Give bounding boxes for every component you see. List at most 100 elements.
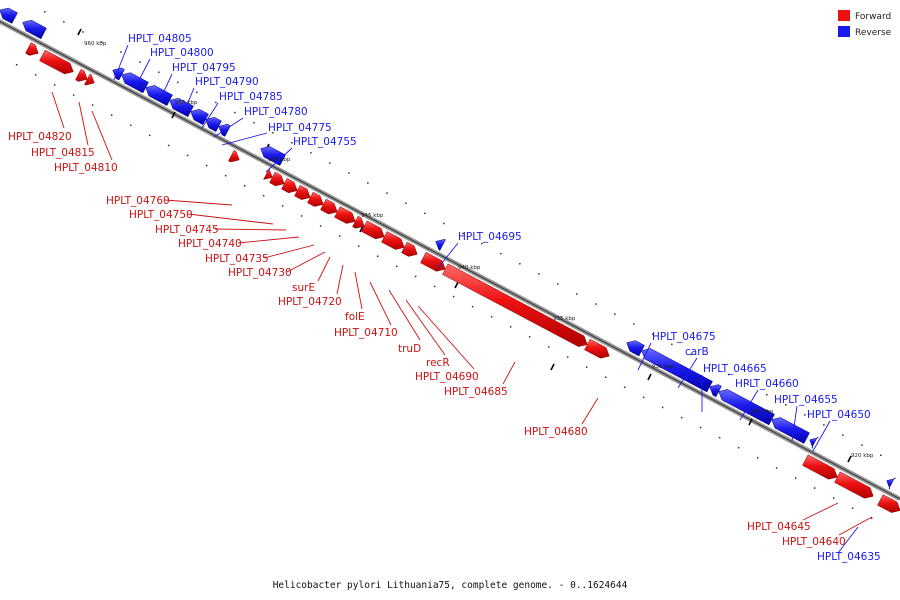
gene-block-HPLT_04710[interactable] bbox=[361, 220, 385, 240]
gene-label-HPLT_04685[interactable]: HPLT_04685 bbox=[444, 386, 508, 398]
gene-block-HPLT_04665[interactable] bbox=[709, 384, 722, 398]
reverse-gene-labels: HPLT_04805 HPLT_04800 HPLT_04795 HPLT_04… bbox=[128, 33, 881, 563]
gene-block-HPLT_04795[interactable] bbox=[145, 85, 173, 106]
gene-label-HPLT_04760[interactable]: HPLT_04760 bbox=[106, 195, 170, 207]
gene-label-HPLT_04655[interactable]: HPLT_04655 bbox=[774, 394, 838, 406]
gene-block-HPLT_04635[interactable] bbox=[886, 477, 897, 490]
leader-line bbox=[237, 236, 300, 244]
leader-line bbox=[336, 264, 344, 295]
gene-label-HPLT_04730[interactable]: HPLT_04730 bbox=[228, 267, 292, 279]
minor-dot bbox=[595, 303, 597, 305]
gene-label-HPLT_04780[interactable]: HPLT_04780 bbox=[244, 106, 308, 118]
gene-label-HPLT_04820[interactable]: HPLT_04820 bbox=[8, 131, 72, 143]
gene-label-HPLT_04815[interactable]: HPLT_04815 bbox=[31, 147, 95, 159]
leader-line bbox=[581, 397, 599, 425]
gene-block-HPLT_04655[interactable] bbox=[771, 417, 810, 444]
gene-label-HPLT_04755[interactable]: HPLT_04755 bbox=[293, 136, 357, 148]
gene-label-HPLT_04710[interactable]: HPLT_04710 bbox=[334, 327, 398, 339]
gene-block-surE[interactable] bbox=[320, 198, 338, 215]
gene-block-HPLT_04790[interactable] bbox=[169, 97, 194, 118]
leader-line bbox=[317, 256, 331, 282]
gene-label-HPLT_04800[interactable]: HPLT_04800 bbox=[150, 47, 214, 59]
gene-block-HPLT_04815[interactable] bbox=[75, 68, 88, 82]
gene-block-HPLT_04750[interactable] bbox=[263, 168, 273, 180]
forward-gene-labels: HPLT_04820 HPLT_04815 HPLT_04810 HPLT_04… bbox=[8, 131, 846, 548]
gene-block-HPLT_04730[interactable] bbox=[307, 191, 324, 207]
minor-dot bbox=[528, 336, 531, 338]
gene-label-HPLT_04785[interactable]: HPLT_04785 bbox=[219, 91, 283, 103]
gene-label-HPLT_04810[interactable]: HPLT_04810 bbox=[54, 162, 118, 174]
gene-label-truD[interactable]: truD bbox=[398, 343, 421, 355]
gene-label-HPLT_04660[interactable]: HPLT_04660 bbox=[735, 378, 799, 390]
legend-forward-swatch bbox=[838, 10, 850, 21]
genome-backbone bbox=[0, 19, 900, 501]
gene-block-HPLT_04820[interactable] bbox=[39, 49, 74, 75]
gene-block-truD[interactable] bbox=[381, 231, 405, 250]
minor-dot bbox=[509, 326, 512, 328]
gene-label-HPLT_04675[interactable]: HPLT_04675 bbox=[652, 331, 716, 343]
tick-mark bbox=[748, 418, 753, 426]
gene-block-HPLT_04695[interactable] bbox=[435, 239, 446, 251]
gene-label-HPLT_04735[interactable]: HPLT_04735 bbox=[205, 253, 269, 265]
gene-label-recR[interactable]: recR bbox=[426, 357, 450, 369]
gene-label-HPLT_04680[interactable]: HPLT_04680 bbox=[524, 426, 588, 438]
minor-dot bbox=[177, 81, 179, 84]
gene-label-HPLT_04745[interactable]: HPLT_04745 bbox=[155, 224, 219, 236]
gene-label-HPLT_04695[interactable]: HPLT_04695 bbox=[458, 231, 522, 243]
leader-line bbox=[354, 271, 363, 310]
gene-label-HPLT_04740[interactable]: HPLT_04740 bbox=[178, 238, 242, 250]
minor-dot bbox=[585, 366, 588, 368]
minor-dot bbox=[34, 74, 37, 76]
gene-block-HPLT_04640[interactable] bbox=[834, 471, 874, 499]
gene-label-HPLT_04720[interactable]: HPLT_04720 bbox=[278, 296, 342, 308]
minor-dot bbox=[462, 232, 464, 235]
gene-block-HPLT_04755[interactable] bbox=[260, 146, 286, 166]
gene-label-HPLT_04795[interactable]: HPLT_04795 bbox=[172, 62, 236, 74]
gene-block-HPLT_04685[interactable] bbox=[442, 263, 588, 347]
gene-block-HPLT_04785[interactable] bbox=[190, 109, 209, 126]
gene-block-HPLT_04810[interactable] bbox=[84, 73, 95, 86]
gene-block-HPLT_04828[interactable] bbox=[22, 19, 47, 40]
minor-dot bbox=[756, 457, 759, 459]
gene-block-carB[interactable] bbox=[641, 348, 713, 393]
gene-label-carB[interactable]: carB bbox=[685, 346, 709, 358]
gene-label-HPLT_04790[interactable]: HPLT_04790 bbox=[195, 76, 259, 88]
gene-block-HPLT_04740[interactable] bbox=[281, 178, 298, 194]
gene-block-HPLT_04830[interactable] bbox=[0, 7, 18, 24]
gene-label-HPLT_04635[interactable]: HPLT_04635 bbox=[817, 551, 881, 563]
gene-label-HPLT_04805[interactable]: HPLT_04805 bbox=[128, 33, 192, 45]
gene-label-HPLT_04650[interactable]: HPLT_04650 bbox=[807, 409, 871, 421]
minor-dot bbox=[576, 293, 578, 295]
gene-block-HPLT_04735[interactable] bbox=[294, 184, 311, 200]
leader-line bbox=[221, 132, 268, 146]
gene-block-HPLT_04720[interactable] bbox=[334, 206, 356, 224]
minor-dot bbox=[82, 31, 84, 33]
gene-label-HPLT_04750[interactable]: HPLT_04750 bbox=[129, 209, 193, 221]
gene-block-HPLT_04650[interactable] bbox=[809, 436, 820, 449]
gene-block-HPLT_04760[interactable] bbox=[228, 149, 240, 163]
gene-block-folE[interactable] bbox=[352, 215, 365, 229]
gene-label-HPLT_04640[interactable]: HPLT_04640 bbox=[782, 536, 846, 548]
minor-dot bbox=[861, 444, 863, 446]
gene-block-recR[interactable] bbox=[401, 241, 418, 257]
gene-label-HPLT_04775[interactable]: HPLT_04775 bbox=[268, 122, 332, 134]
minor-dot bbox=[319, 225, 322, 227]
gene-label-HPLT_04665[interactable]: HPLT_04665 bbox=[703, 363, 767, 375]
minor-dot bbox=[329, 162, 331, 164]
gene-block-HPLT_04675[interactable] bbox=[626, 340, 645, 357]
tick-label-955: 955 kbp bbox=[175, 100, 198, 106]
gene-label-HPLT_04690[interactable]: HPLT_04690 bbox=[415, 371, 479, 383]
gene-block-HPLT_04800[interactable] bbox=[121, 72, 149, 94]
gene-block-HPLT_04825[interactable] bbox=[25, 42, 39, 56]
gene-block-HPLT_04680[interactable] bbox=[584, 338, 610, 359]
gene-label-HPLT_04645[interactable]: HPLT_04645 bbox=[747, 521, 811, 533]
gene-block-HPLT_04645[interactable] bbox=[802, 454, 838, 480]
gene-label-surE[interactable]: surE bbox=[292, 282, 315, 294]
minor-dot bbox=[243, 185, 246, 187]
gene-block-HPLT_04630[interactable] bbox=[877, 494, 900, 513]
gene-block-HPLT_04745[interactable] bbox=[269, 171, 285, 187]
minor-dot bbox=[490, 316, 493, 318]
leader-line bbox=[437, 242, 459, 269]
minor-dot bbox=[728, 373, 730, 376]
gene-label-folE[interactable]: folE bbox=[345, 311, 365, 323]
